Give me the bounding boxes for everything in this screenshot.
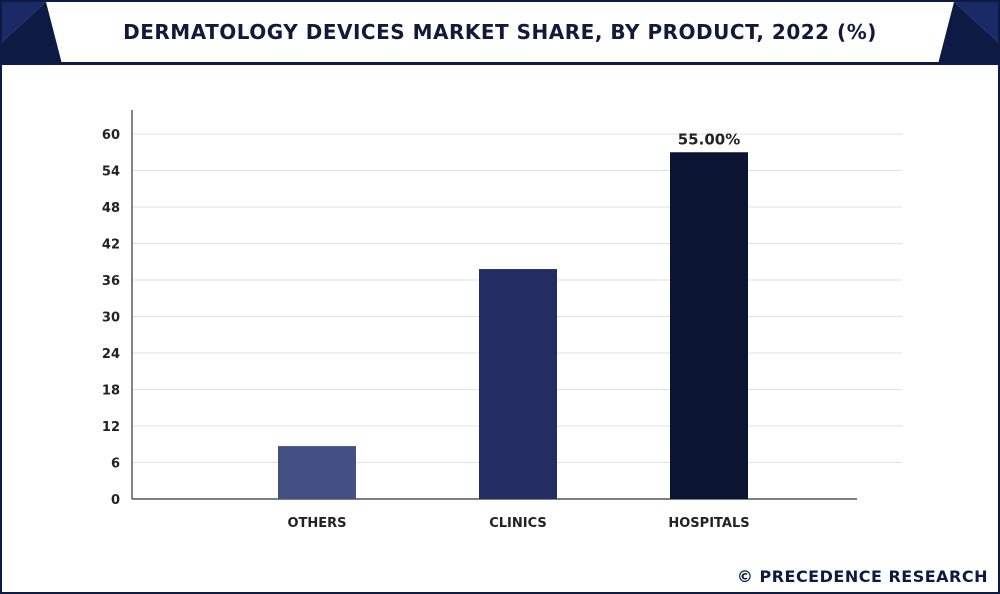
y-tick-label: 42: [102, 238, 120, 253]
x-category-label: CLINICS: [489, 516, 547, 531]
bar: [670, 152, 748, 499]
y-tick-label: 60: [102, 128, 120, 143]
x-category-label: HOSPITALS: [668, 516, 749, 531]
bar: [278, 446, 356, 499]
header-rule: [2, 62, 998, 65]
y-tick-label: 36: [102, 274, 120, 289]
data-label: 55.00%: [678, 130, 740, 148]
y-tick-label: 48: [102, 201, 120, 216]
x-category-label: OTHERS: [287, 516, 346, 531]
bar: [479, 269, 557, 499]
left-corner-decoration: [2, 2, 62, 64]
header-bar: [2, 2, 998, 64]
y-tick-label: 0: [111, 493, 120, 508]
y-tick-label: 24: [102, 347, 120, 362]
y-tick-label: 12: [102, 420, 120, 435]
y-tick-label: 6: [111, 457, 120, 472]
y-tick-label: 54: [102, 165, 120, 180]
y-tick-label: 30: [102, 311, 120, 326]
chart-title: DERMATOLOGY DEVICES MARKET SHARE, BY PRO…: [123, 20, 877, 44]
source-credit: © PRECEDENCE RESEARCH: [736, 567, 988, 586]
right-corner-decoration: [938, 2, 998, 64]
y-tick-label: 18: [102, 384, 120, 399]
